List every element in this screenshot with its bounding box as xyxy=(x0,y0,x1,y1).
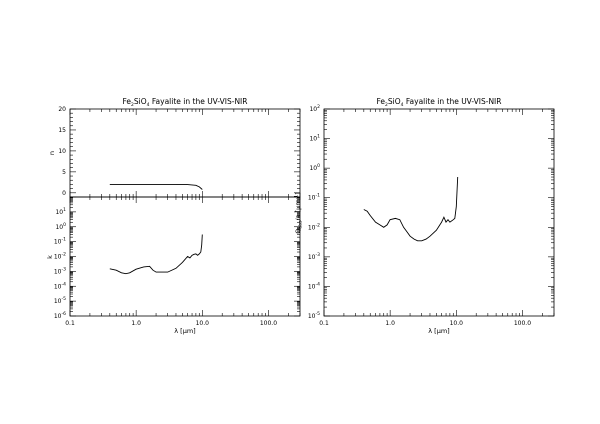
k-ylabel: k xyxy=(46,255,54,259)
k-ytick-label: 100 xyxy=(55,222,66,231)
q-ytick-label: 10-5 xyxy=(308,311,320,320)
k-ytick-label: 10-5 xyxy=(54,296,66,305)
k-xtick-label: 1.0 xyxy=(131,320,141,327)
n-panel-frame xyxy=(69,108,301,198)
q-ylabel: Qabs/a [μm-1] xyxy=(294,192,304,233)
q-ytick-label: 100 xyxy=(309,163,320,172)
n-ytick-label: 15 xyxy=(58,127,66,134)
q-xtick-label: 100.0 xyxy=(514,320,531,327)
n-ytick-label: 10 xyxy=(58,148,66,155)
k-ytick-label: 10-2 xyxy=(54,252,66,261)
k-xtick-label: 0.1 xyxy=(65,320,75,327)
n-panel-title: Fe2SiO4 Fayalite in the UV-VIS-NIR xyxy=(123,97,248,108)
q-series-line xyxy=(363,176,459,242)
n-ytick-label: 5 xyxy=(62,169,66,176)
k-xtick-label: 100.0 xyxy=(260,320,277,327)
q-xtick-label: 1.0 xyxy=(385,320,395,327)
q-xlabel: λ [μm] xyxy=(428,327,449,335)
k-ytick-label: 10-4 xyxy=(54,281,66,290)
q-ytick-label: 10-1 xyxy=(308,193,320,202)
q-ytick-label: 10-3 xyxy=(308,252,320,261)
k-series-line xyxy=(109,234,203,275)
k-ytick-label: 10-1 xyxy=(54,237,66,246)
q-ytick-label: 101 xyxy=(309,134,320,143)
k-ytick-label: 10-6 xyxy=(54,311,66,320)
q-xtick-label: 10.0 xyxy=(450,320,464,327)
k-xtick-label: 10.0 xyxy=(196,320,210,327)
k-ytick-label: 101 xyxy=(55,207,66,216)
k-xlabel: λ [μm] xyxy=(174,327,195,335)
n-ytick-label: 0 xyxy=(62,190,66,197)
q-ytick-label: 102 xyxy=(309,104,320,113)
q-panel-frame xyxy=(323,108,555,317)
q-xtick-label: 0.1 xyxy=(319,320,329,327)
n-series-line xyxy=(109,183,203,190)
q-panel-title: Fe2SiO4 Fayalite in the UV-VIS-NIR xyxy=(377,97,502,108)
n-ylabel: n xyxy=(48,151,56,155)
q-ytick-label: 10-2 xyxy=(308,222,320,231)
q-panel: 10-5 10-4 10-3 10-2 10-1 100 101 102 0.1 1.0 10.0… xyxy=(294,104,555,335)
q-ytick-label: 10-4 xyxy=(308,281,320,290)
n-ytick-label: 20 xyxy=(58,106,66,113)
k-panel-frame xyxy=(69,196,301,317)
n-panel: 0 5 10 15 20 n xyxy=(48,106,301,198)
k-panel: 10-6 10-5 10-4 10-3 10-2 10-1 100 101 0.1 1.0 10.… xyxy=(46,196,301,335)
k-ytick-label: 10-3 xyxy=(54,266,66,275)
